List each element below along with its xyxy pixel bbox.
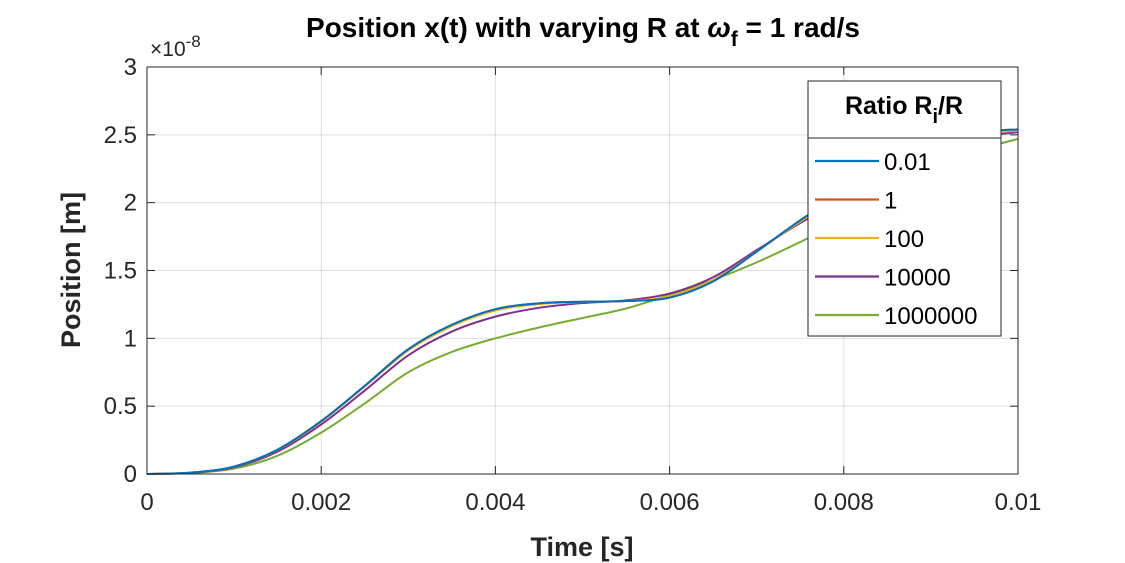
x-tick-label: 0.006 <box>640 489 700 516</box>
y-tick-label: 0 <box>124 461 137 488</box>
y-exponent-label: ×10-8 <box>150 32 201 61</box>
y-exponent-power: -8 <box>186 32 201 51</box>
y-tick-label: 2 <box>124 190 137 217</box>
legend-title-suffix: /R <box>938 92 963 120</box>
x-tick-label: 0.004 <box>465 489 525 516</box>
x-axis-label: Time [s] <box>530 532 633 562</box>
legend-title-subscript: i <box>932 106 938 128</box>
tick-marks <box>146 66 1019 475</box>
y-tick-label: 1 <box>124 325 137 352</box>
x-tick-label: 0.008 <box>814 489 874 516</box>
y-axis-label: Position [m] <box>56 192 86 348</box>
x-tick-label: 0 <box>140 489 153 516</box>
x-tick-label: 0.01 <box>995 489 1042 516</box>
y-tick-label: 2.5 <box>104 122 137 149</box>
chart-title: Position x(t) with varying R at ωf = 1 r… <box>306 12 860 51</box>
legend-label-0.01: 0.01 <box>884 149 931 176</box>
legend-items: 0.01 1 100 10000 1000000 <box>815 149 977 330</box>
y-tick-label: 3 <box>124 54 137 81</box>
y-tick-label: 0.5 <box>104 393 137 420</box>
legend-label-1: 1 <box>884 188 897 215</box>
x-tick-labels: 0 0.002 0.004 0.006 0.008 0.01 <box>140 489 1041 516</box>
y-tick-labels: 0 0.5 1 1.5 2 2.5 3 <box>104 54 137 488</box>
title-omega-subscript: f <box>731 28 739 51</box>
legend-label-100: 100 <box>884 226 924 253</box>
legend-label-1000000: 1000000 <box>884 303 977 330</box>
title-suffix: = 1 rad/s <box>738 12 860 43</box>
legend-box <box>807 80 1002 337</box>
title-omega: ω <box>707 12 730 43</box>
legend-label-10000: 10000 <box>884 265 951 292</box>
y-tick-label: 1.5 <box>104 258 137 285</box>
legend-title: Ratio Ri/R <box>845 92 963 128</box>
legend: Ratio Ri/R 0.01 1 100 10000 1000000 <box>807 80 1002 337</box>
x-tick-label: 0.002 <box>291 489 351 516</box>
